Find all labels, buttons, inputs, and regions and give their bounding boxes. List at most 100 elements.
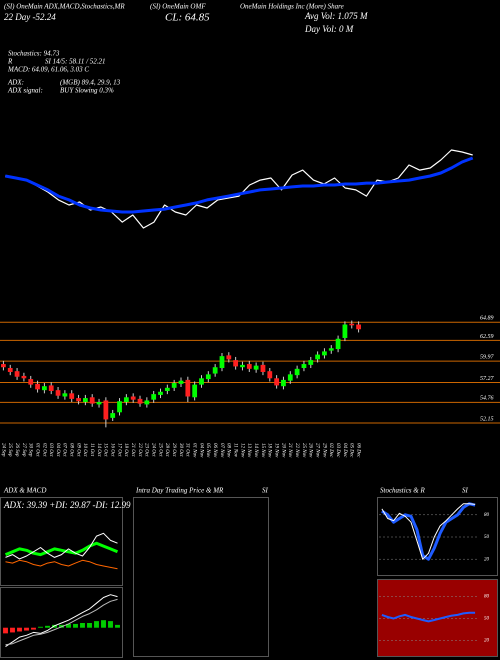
x-tick-label: 31 Oct	[185, 443, 190, 457]
candle-body	[178, 380, 184, 384]
y-tick-label: 50	[484, 535, 490, 540]
candle-body	[28, 379, 34, 385]
adx-panel	[0, 497, 123, 586]
x-tick-label: 12 Nov	[239, 443, 244, 458]
candle-body	[164, 387, 170, 391]
x-tick-label: 15 Oct	[103, 443, 108, 457]
x-tick-label: 18 Oct	[123, 443, 128, 457]
header-day: 22 Day -52.24	[4, 12, 56, 22]
x-tick-label: 18 Nov	[267, 443, 272, 458]
histogram-bar	[31, 627, 36, 630]
x-tick-label: 23 Oct	[144, 443, 149, 457]
panel-title: SI	[462, 487, 469, 495]
candle-body	[123, 397, 129, 403]
stat: Stochastics: 94.73	[8, 50, 60, 58]
series-line	[5, 598, 118, 646]
y-tick-label: 62.59	[480, 334, 494, 340]
x-tick-label: 06 Dec	[355, 443, 360, 458]
histogram-bar	[101, 620, 106, 628]
candle-body	[96, 402, 102, 405]
y-tick-label: 20	[484, 557, 490, 562]
x-tick-label: 08 Nov	[226, 443, 231, 458]
candle-body	[89, 397, 95, 404]
panel-title: SI	[262, 487, 269, 495]
x-tick-label: 24 Oct	[151, 443, 156, 457]
x-tick-label: 25 Sep	[7, 443, 12, 457]
y-tick-label: 54.76	[480, 395, 494, 402]
candle-body	[110, 413, 116, 418]
candle-body	[274, 378, 280, 386]
x-tick-label: 08 Oct	[69, 443, 74, 457]
candle-body	[356, 324, 361, 330]
candle-body	[21, 375, 27, 379]
candle-body	[62, 393, 68, 397]
candle-body	[260, 364, 266, 372]
x-tick-label: 27 Sep	[21, 443, 26, 457]
x-tick-label: 30 Oct	[178, 443, 183, 457]
candle-body	[82, 398, 88, 403]
x-tick-label: 11 Oct	[89, 443, 94, 457]
candle-body	[219, 356, 225, 369]
candle-body	[226, 355, 232, 360]
header-left: (SI) OneMain ADX,MACD,Stochastics,MR	[4, 3, 125, 11]
x-tick-label: 29 Nov	[321, 443, 326, 458]
x-tick-label: 01 Oct	[34, 443, 39, 457]
header-company: OneMain Holdings Inc (More) Share	[240, 3, 344, 11]
header-ticker: (SI) OneMain OMF	[150, 3, 206, 11]
x-tick-label: 22 Nov	[294, 443, 299, 458]
candle-body	[328, 348, 334, 351]
stat: BUY Slowing 0.3%	[60, 87, 114, 95]
candle-body	[1, 364, 6, 368]
candle-body	[287, 374, 293, 381]
candle-body	[48, 385, 54, 391]
y-tick-label: 20	[484, 639, 490, 644]
histogram-bar	[45, 625, 50, 628]
header-avg-vol: Avg Vol: 1.075 M	[304, 11, 368, 21]
candle-body	[192, 384, 198, 398]
series-line	[5, 156, 474, 214]
x-tick-label: 26 Nov	[308, 443, 313, 458]
x-tick-label: 11 Nov	[233, 443, 238, 458]
candle-body	[69, 393, 75, 399]
series-line	[381, 611, 476, 623]
series-line	[381, 502, 476, 561]
series-line	[5, 532, 118, 560]
x-tick-label: 27 Nov	[314, 443, 319, 458]
candle-body	[144, 400, 150, 405]
x-tick-label: 02 Dec	[328, 443, 333, 458]
x-tick-label: 21 Oct	[130, 443, 135, 457]
stat: R	[7, 58, 13, 66]
x-tick-label: 17 Oct	[116, 443, 121, 457]
series-line	[5, 559, 118, 570]
candle-body	[158, 391, 163, 395]
histogram-bar	[108, 621, 113, 628]
histogram-bar	[38, 626, 43, 628]
candle-body	[7, 368, 13, 372]
x-tick-label: 25 Nov	[301, 443, 306, 458]
candle-body	[103, 400, 109, 420]
x-tick-label: 05 Dec	[349, 443, 354, 458]
panel-subtitle: ADX: 39.39 +DI: 29.87 -DI: 12.99	[3, 500, 131, 510]
x-tick-label: 16 Oct	[110, 443, 115, 457]
y-tick-label: 59.97	[480, 355, 495, 361]
x-tick-label: 04 Nov	[198, 443, 203, 458]
histogram-bar	[80, 623, 85, 628]
candle-body	[253, 365, 259, 370]
x-tick-label: 04 Dec	[342, 443, 347, 458]
candle-body	[151, 394, 157, 400]
candle-body	[185, 379, 191, 397]
candle-body	[55, 390, 61, 396]
x-tick-label: 28 Oct	[164, 443, 169, 457]
stat: SI 14/5: 58.11 / 52.21	[45, 58, 106, 66]
x-tick-label: 14 Nov	[253, 443, 258, 458]
x-tick-label: 03 Oct	[48, 443, 53, 457]
histogram-bar	[66, 623, 71, 628]
candle-body	[35, 383, 40, 390]
x-tick-label: 26 Sep	[14, 443, 19, 457]
x-tick-label: 10 Oct	[82, 443, 87, 457]
candle-body	[335, 338, 341, 350]
histogram-bar	[87, 623, 92, 628]
stat: ADX signal:	[7, 87, 43, 95]
stat: ADX:	[7, 79, 24, 87]
